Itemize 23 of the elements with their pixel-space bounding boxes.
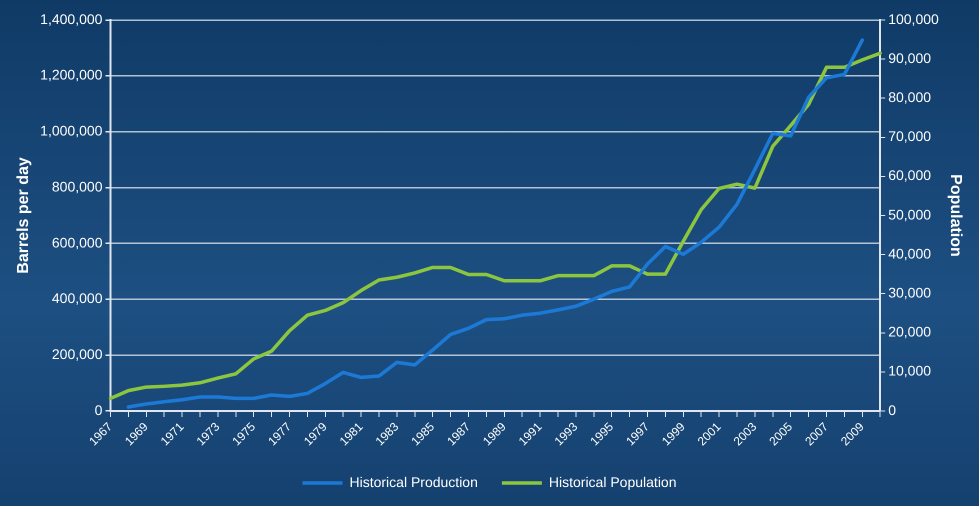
y2-tick-label: 40,000 <box>888 245 932 262</box>
y-tick-label: 200,000 <box>52 346 103 362</box>
y-tick-label: 1,400,000 <box>40 10 103 27</box>
y2-tick-label: 0 <box>888 402 896 418</box>
y2-tick-label: 80,000 <box>888 89 932 106</box>
y2-tick-label: 10,000 <box>888 362 932 379</box>
y-tick-label: 1,200,000 <box>40 66 103 83</box>
y-tick-label: 600,000 <box>52 234 103 250</box>
y2-tick-label: 70,000 <box>888 128 932 144</box>
y-tick-label: 1,000,000 <box>40 122 103 139</box>
y-tick-label: 800,000 <box>52 178 103 194</box>
y2-tick-label: 60,000 <box>888 167 932 184</box>
legend-label: Historical Production <box>349 474 478 490</box>
y-tick-label: 400,000 <box>52 290 103 306</box>
y2-tick-label: 20,000 <box>888 324 932 340</box>
y2-tick-label: 30,000 <box>888 284 932 301</box>
y2-tick-label: 50,000 <box>888 206 932 222</box>
y2-tick-label: 90,000 <box>888 50 932 66</box>
legend-label: Historical Population <box>548 474 677 490</box>
y2-tick-label: 100,000 <box>888 10 940 27</box>
y-tick-label: 0 <box>94 402 103 418</box>
y-axis-title: Barrels per day <box>15 157 32 274</box>
y2-axis-title: Population <box>946 174 964 257</box>
